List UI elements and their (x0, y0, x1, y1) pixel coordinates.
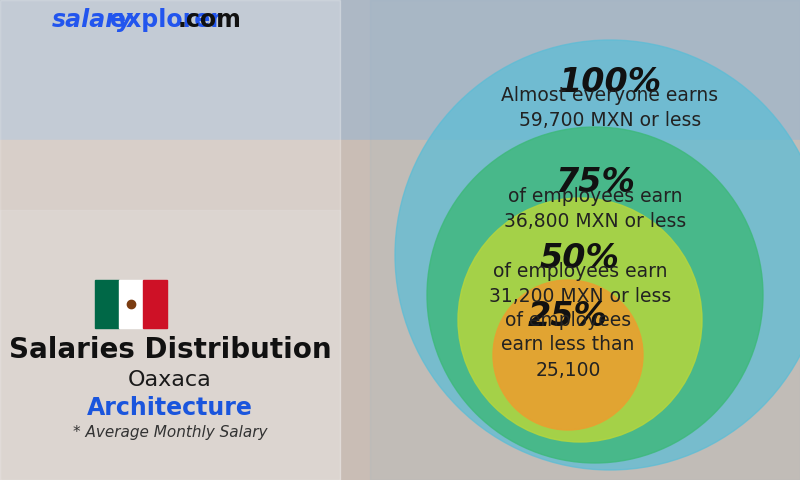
Bar (95, 280, 119, 328)
Bar (119, 280, 143, 328)
Text: Salaries Distribution: Salaries Distribution (9, 336, 331, 364)
Bar (0, 0, 340, 480)
Text: 75%: 75% (555, 167, 635, 200)
Circle shape (427, 127, 763, 463)
Text: salary: salary (52, 8, 134, 32)
Bar (370, 0, 800, 480)
Circle shape (493, 280, 643, 430)
Text: explorer: explorer (110, 8, 222, 32)
Text: 25%: 25% (528, 300, 608, 333)
Text: of employees earn
31,200 MXN or less: of employees earn 31,200 MXN or less (489, 262, 671, 306)
Bar (0, 210, 340, 480)
Circle shape (458, 198, 702, 442)
Text: Almost everyone earns
59,700 MXN or less: Almost everyone earns 59,700 MXN or less (502, 85, 718, 131)
Bar (143, 280, 167, 328)
Text: of employees earn
36,800 MXN or less: of employees earn 36,800 MXN or less (504, 187, 686, 231)
Bar (0, 140, 800, 480)
Text: .com: .com (178, 8, 242, 32)
Text: of employees
earn less than
25,100: of employees earn less than 25,100 (502, 311, 634, 380)
Text: 50%: 50% (540, 241, 620, 275)
Circle shape (395, 40, 800, 470)
Text: Architecture: Architecture (87, 396, 253, 420)
Text: 100%: 100% (558, 65, 662, 98)
Text: Oaxaca: Oaxaca (128, 370, 212, 390)
Text: * Average Monthly Salary: * Average Monthly Salary (73, 424, 267, 440)
Bar (0, 0, 800, 140)
